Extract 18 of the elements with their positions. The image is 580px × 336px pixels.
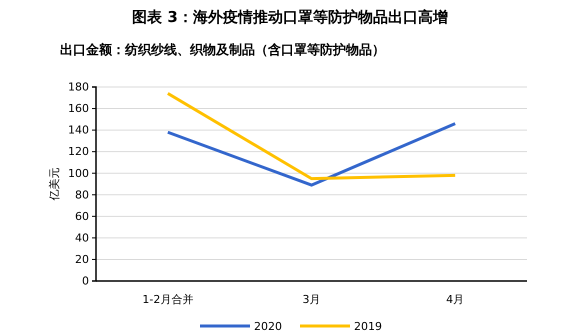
y-tick-label: 180 — [68, 80, 89, 94]
y-axis-title: 亿美元 — [48, 168, 61, 202]
y-tick-label: 20 — [75, 252, 89, 266]
y-tick-label: 80 — [75, 188, 89, 202]
x-tick-label: 4月 — [446, 292, 464, 306]
legend-label: 2019 — [354, 320, 382, 333]
legend-label: 2020 — [254, 320, 282, 333]
y-tick-label: 160 — [68, 102, 89, 116]
y-tick-label: 0 — [82, 274, 89, 288]
chart-title: 图表 3：海外疫情推动口罩等防护物品出口高增 — [132, 8, 448, 26]
x-tick-label: 1-2月合并 — [142, 292, 194, 306]
chart-subtitle: 出口金额：纺织纱线、织物及制品（含口罩等防护物品） — [60, 42, 385, 58]
y-tick-label: 40 — [75, 231, 89, 244]
y-tick-label: 140 — [68, 124, 89, 137]
y-tick-label: 100 — [68, 166, 89, 180]
x-tick-label: 3月 — [302, 292, 320, 306]
y-tick-label: 60 — [75, 210, 89, 223]
y-tick-label: 120 — [68, 145, 89, 158]
